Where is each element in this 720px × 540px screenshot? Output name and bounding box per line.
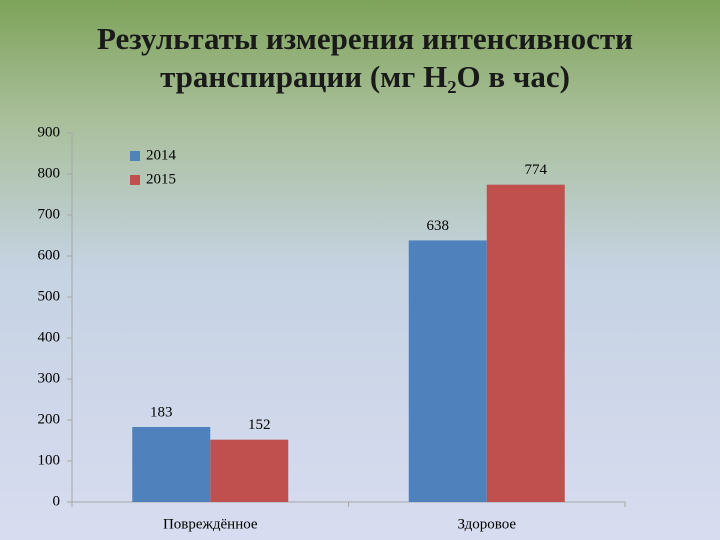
value-label: 774 [525, 162, 548, 178]
x-tick-label: Здоровое [457, 516, 516, 532]
bar [486, 184, 565, 502]
x-tick-label: Повреждённое [163, 516, 258, 532]
legend-label: 2015 [146, 171, 176, 187]
legend-label: 2014 [146, 147, 177, 163]
value-label: 152 [248, 417, 271, 433]
y-tick-label: 800 [38, 165, 61, 181]
y-tick-label: 300 [38, 370, 61, 386]
y-tick-label: 500 [38, 288, 61, 304]
value-label: 183 [150, 404, 173, 420]
y-tick-label: 700 [38, 206, 61, 222]
chart-title: Результаты измерения интенсивности трансп… [97, 21, 633, 94]
y-tick-label: 600 [38, 247, 61, 263]
legend-swatch [130, 175, 140, 185]
bar [408, 240, 487, 503]
y-tick-label: 900 [38, 124, 61, 140]
y-tick-label: 100 [38, 452, 61, 468]
y-tick-label: 200 [38, 411, 61, 427]
value-label: 638 [427, 218, 450, 234]
y-tick-label: 400 [38, 329, 61, 345]
bar [210, 439, 289, 502]
legend-swatch [130, 151, 140, 161]
bar [132, 426, 211, 502]
y-tick-label: 0 [53, 493, 61, 509]
